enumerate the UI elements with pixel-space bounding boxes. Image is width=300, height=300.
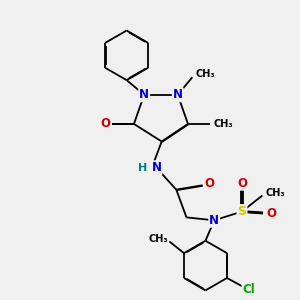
Text: N: N (209, 214, 219, 227)
Text: CH₃: CH₃ (266, 188, 285, 198)
Text: N: N (139, 88, 149, 101)
Text: CH₃: CH₃ (196, 69, 215, 79)
Text: O: O (100, 118, 111, 130)
Text: O: O (204, 177, 214, 190)
Text: Cl: Cl (242, 283, 255, 296)
Text: CH₃: CH₃ (213, 119, 233, 129)
Text: CH₃: CH₃ (148, 234, 168, 244)
Text: N: N (152, 161, 161, 174)
Text: S: S (238, 205, 247, 218)
Text: O: O (266, 206, 276, 220)
Text: O: O (237, 177, 247, 190)
Text: N: N (173, 88, 183, 101)
Text: H: H (138, 163, 147, 173)
